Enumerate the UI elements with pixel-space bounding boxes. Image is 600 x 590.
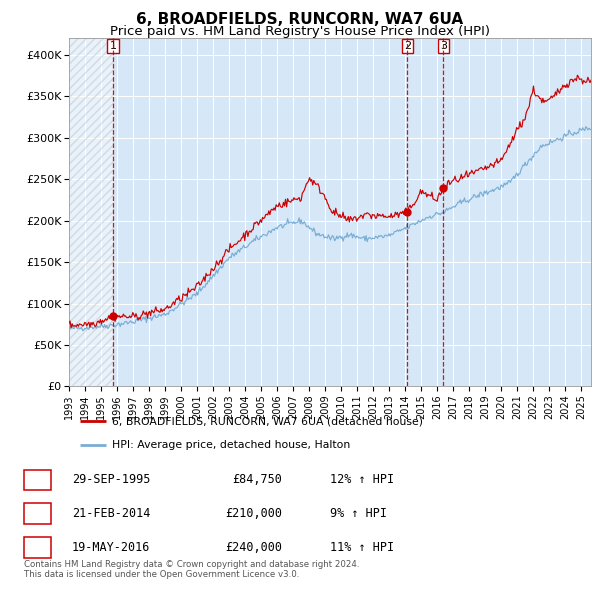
Text: Contains HM Land Registry data © Crown copyright and database right 2024.
This d: Contains HM Land Registry data © Crown c… — [24, 560, 359, 579]
Text: HPI: Average price, detached house, Halton: HPI: Average price, detached house, Halt… — [112, 440, 350, 450]
Text: Price paid vs. HM Land Registry's House Price Index (HPI): Price paid vs. HM Land Registry's House … — [110, 25, 490, 38]
Bar — [69, 38, 113, 386]
Text: 12% ↑ HPI: 12% ↑ HPI — [330, 473, 394, 487]
Text: 2: 2 — [404, 41, 411, 51]
Text: 2: 2 — [34, 507, 41, 520]
Text: 6, BROADFIELDS, RUNCORN, WA7 6UA (detached house): 6, BROADFIELDS, RUNCORN, WA7 6UA (detach… — [112, 416, 423, 426]
Text: 1: 1 — [110, 41, 116, 51]
Text: 11% ↑ HPI: 11% ↑ HPI — [330, 540, 394, 554]
Text: 3: 3 — [440, 41, 447, 51]
Text: £210,000: £210,000 — [225, 507, 282, 520]
Text: 9% ↑ HPI: 9% ↑ HPI — [330, 507, 387, 520]
Text: 21-FEB-2014: 21-FEB-2014 — [72, 507, 151, 520]
Text: 19-MAY-2016: 19-MAY-2016 — [72, 540, 151, 554]
Text: £240,000: £240,000 — [225, 540, 282, 554]
Text: 6, BROADFIELDS, RUNCORN, WA7 6UA: 6, BROADFIELDS, RUNCORN, WA7 6UA — [136, 12, 464, 27]
Text: £84,750: £84,750 — [232, 473, 282, 487]
Text: 3: 3 — [34, 540, 41, 554]
Text: 29-SEP-1995: 29-SEP-1995 — [72, 473, 151, 487]
Text: 1: 1 — [34, 473, 41, 487]
